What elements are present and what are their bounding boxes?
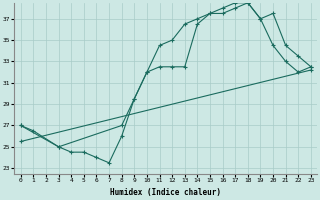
X-axis label: Humidex (Indice chaleur): Humidex (Indice chaleur): [110, 188, 221, 197]
